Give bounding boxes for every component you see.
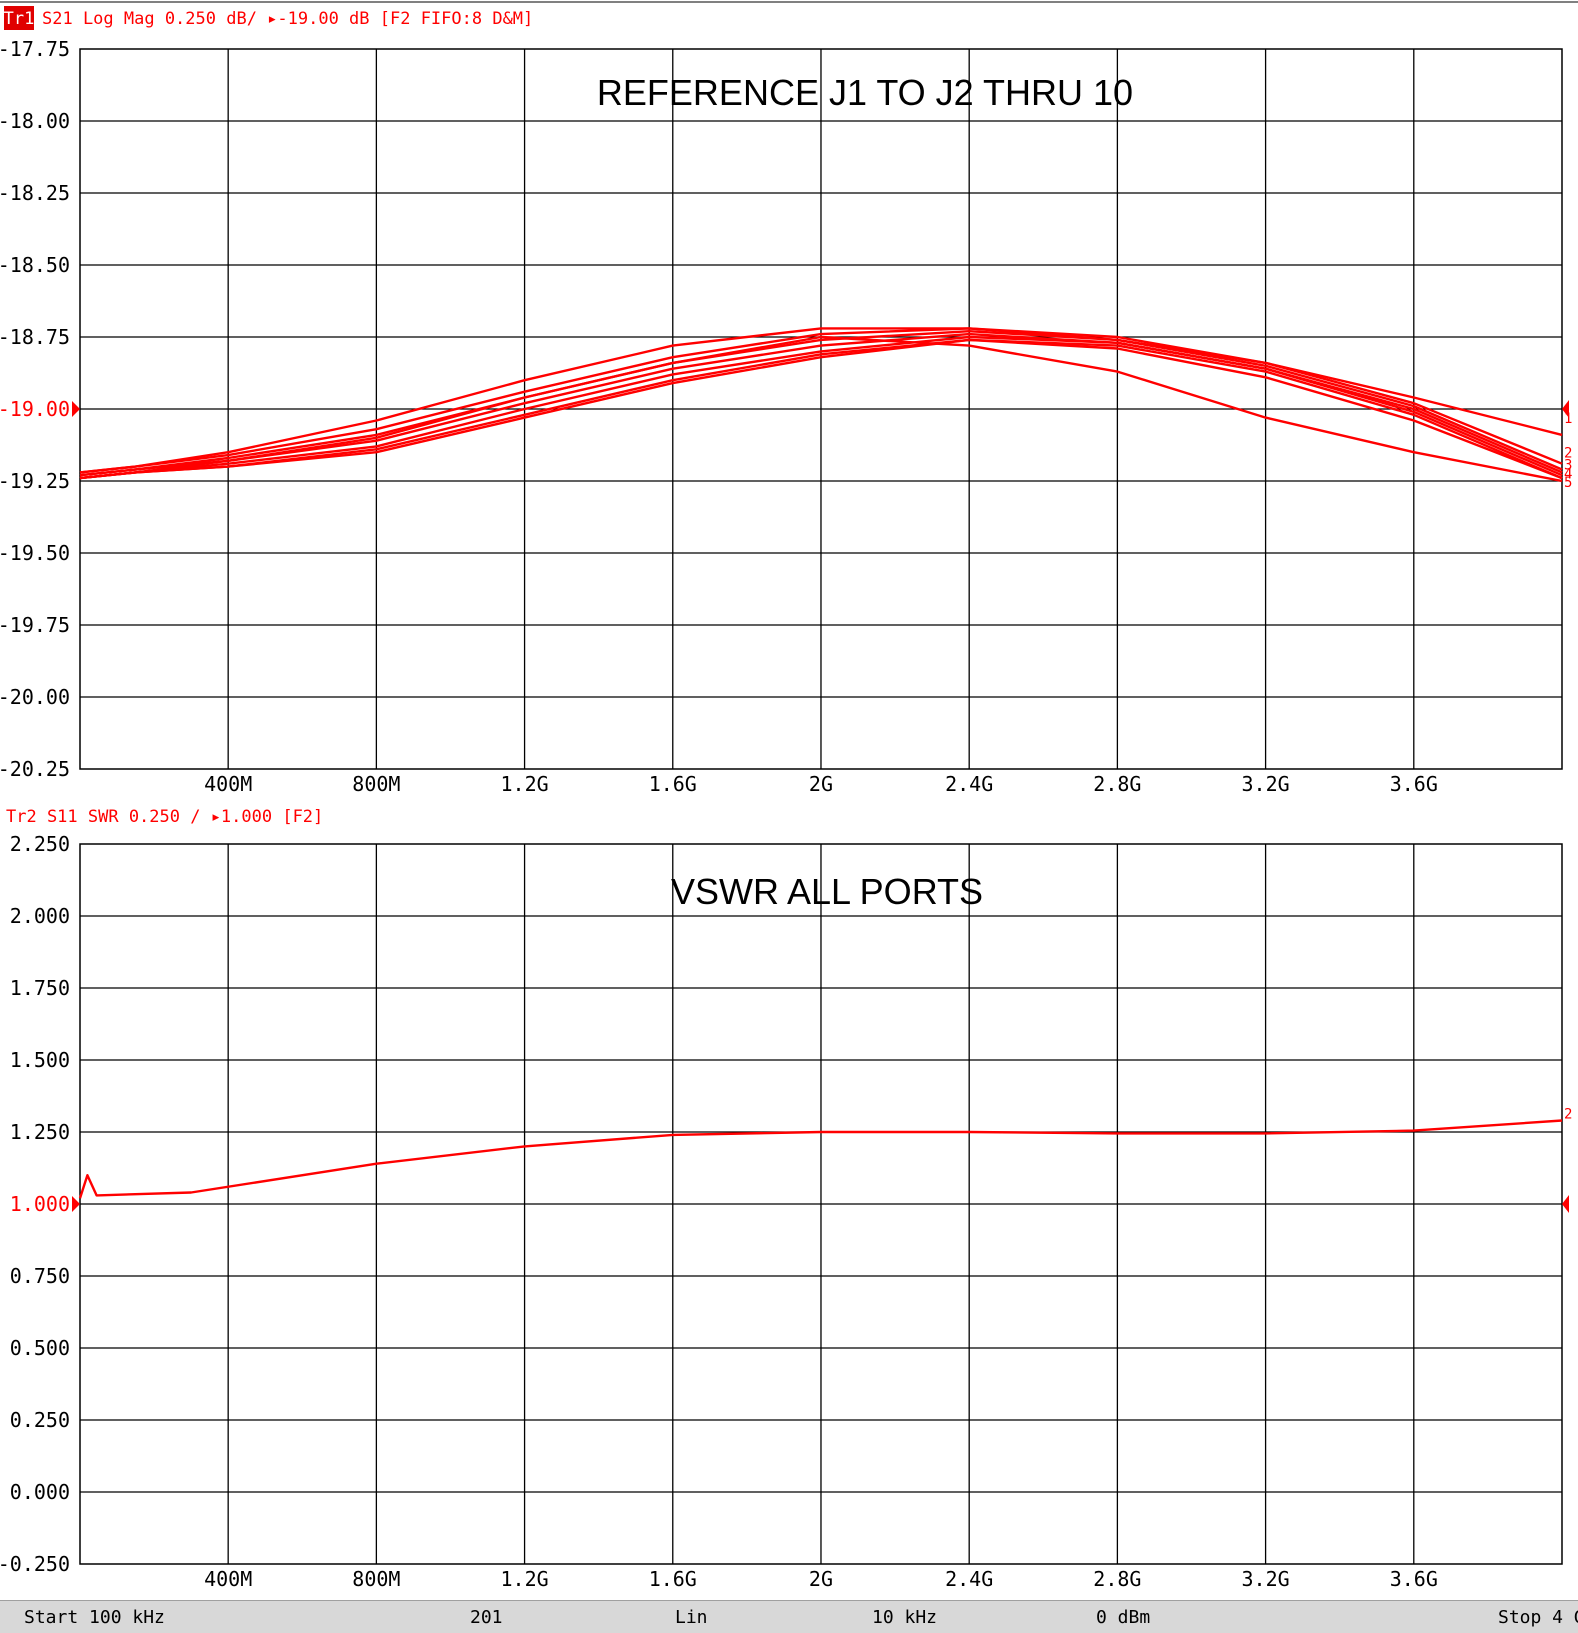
series-line-5 <box>79 335 1563 480</box>
x-tick-label: 3.2G <box>1242 772 1290 796</box>
marker-label: 2 <box>1564 446 1572 462</box>
trace2-header[interactable]: Tr2 S11 SWR 0.250 / ▸1.000 [F2] <box>6 807 323 827</box>
ref-marker-left <box>72 1196 80 1212</box>
s21-panel: -17.75 -18.00 -18.25 -18.50 -18.75 -19.00 -19.… <box>0 37 1572 796</box>
x-tick-label: 3.6G <box>1390 772 1438 796</box>
x-tick-label: 1.6G <box>649 772 697 796</box>
y-tick-label: -18.50 <box>0 253 70 277</box>
x-tick-label: 1.2G <box>500 772 548 796</box>
y-tick-label: -20.00 <box>0 685 70 709</box>
trace1-tag[interactable]: Tr1 <box>4 9 35 29</box>
x-tick-label: 2.8G <box>1093 1567 1141 1591</box>
x-tick-label: 2.4G <box>945 1567 993 1591</box>
status-bar: Start 100 kHz 201 Lin 10 kHz 0 dBm Stop … <box>0 1600 1578 1633</box>
y-tick-label: -20.25 <box>0 757 70 781</box>
y-tick-label: -18.00 <box>0 109 70 133</box>
x-tick-label: 800M <box>352 772 400 796</box>
y-tick-label: 2.000 <box>10 904 70 928</box>
x-tick-label: 2G <box>809 1567 833 1591</box>
status-stop[interactable]: Stop 4 GHz <box>1498 1607 1578 1628</box>
y-tick-label: 1.500 <box>10 1048 70 1072</box>
marker-label: 3 <box>1564 457 1572 473</box>
ref-marker-left <box>72 401 80 417</box>
x-tick-label: 400M <box>204 772 252 796</box>
status-sweep-type[interactable]: Lin <box>675 1607 708 1628</box>
y-tick-label: -18.25 <box>0 181 70 205</box>
chart-canvas: Tr1 S21 Log Mag 0.250 dB/ ▸-19.00 dB [F2… <box>0 1 1578 1591</box>
x-tick-label: 1.6G <box>649 1567 697 1591</box>
trace1-tag-box[interactable] <box>4 6 34 30</box>
y-tick-label: -18.75 <box>0 325 70 349</box>
series-line-8 <box>79 335 1563 483</box>
y-tick-label: -17.75 <box>0 37 70 61</box>
marker-label: 1 <box>1564 411 1572 427</box>
y-tick-label: 2.250 <box>10 832 70 856</box>
series-line-7 <box>79 338 1563 480</box>
y-tick-label: 1.750 <box>10 976 70 1000</box>
y-tick-label: 0.500 <box>10 1336 70 1360</box>
y-tick-label: 0.000 <box>10 1480 70 1504</box>
x-tick-label: 3.6G <box>1390 1567 1438 1591</box>
y-tick-label: 1.000 <box>10 1192 70 1216</box>
y-tick-label: -0.250 <box>0 1552 70 1576</box>
x-tick-label: 2.4G <box>945 772 993 796</box>
ref-marker-right <box>1562 400 1569 418</box>
marker-label: 2 <box>1564 1106 1572 1122</box>
status-ifbw[interactable]: 10 kHz <box>872 1607 938 1628</box>
trace1-header[interactable]: S21 Log Mag 0.250 dB/ ▸-19.00 dB [F2 FIF… <box>42 9 533 29</box>
y-tick-label: 0.750 <box>10 1264 70 1288</box>
vswr-panel: 2.250 2.000 1.750 1.500 1.250 1.000 0.750 0.500… <box>0 832 1572 1591</box>
x-tick-label: 800M <box>352 1567 400 1591</box>
status-points[interactable]: 201 <box>470 1607 503 1628</box>
y-tick-label: -19.00 <box>0 397 70 421</box>
marker-label: 4 <box>1564 466 1572 482</box>
x-tick-label: 2G <box>809 772 833 796</box>
x-tick-label: 3.2G <box>1242 1567 1290 1591</box>
series-line-3 <box>79 330 1563 477</box>
y-tick-label: -19.50 <box>0 541 70 565</box>
y-tick-label: 0.250 <box>10 1408 70 1432</box>
y-tick-label: -19.75 <box>0 613 70 637</box>
series-line-2 <box>79 327 1563 474</box>
x-tick-label: 400M <box>204 1567 252 1591</box>
x-tick-label: 2.8G <box>1093 772 1141 796</box>
ref-marker-right <box>1562 1195 1569 1213</box>
marker-label: 5 <box>1564 475 1572 491</box>
x-tick-label: 1.2G <box>500 1567 548 1591</box>
status-power[interactable]: 0 dBm <box>1096 1607 1151 1628</box>
chart-title: REFERENCE J1 TO J2 THRU 10 <box>597 72 1133 113</box>
status-start[interactable]: Start 100 kHz <box>24 1607 165 1628</box>
series-line-1 <box>78 1119 1563 1199</box>
chart-title: VSWR ALL PORTS <box>671 871 983 912</box>
y-tick-label: -19.25 <box>0 469 70 493</box>
y-tick-label: 1.250 <box>10 1120 70 1144</box>
